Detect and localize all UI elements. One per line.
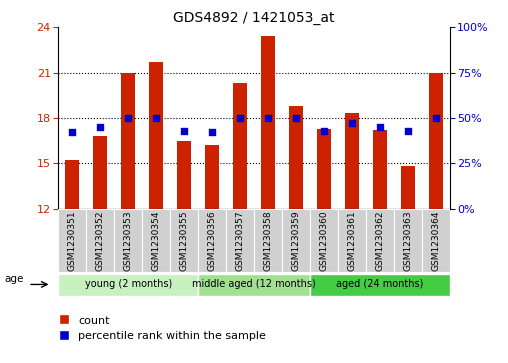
Text: age: age <box>5 274 24 284</box>
Bar <box>198 209 226 272</box>
Point <box>320 128 328 134</box>
Bar <box>66 160 79 209</box>
Bar <box>177 140 191 209</box>
Bar <box>93 136 107 209</box>
Text: GSM1230352: GSM1230352 <box>96 211 105 271</box>
Point <box>375 124 384 130</box>
Bar <box>86 209 114 272</box>
Point <box>264 115 272 121</box>
Text: GSM1230358: GSM1230358 <box>264 211 272 271</box>
Title: GDS4892 / 1421053_at: GDS4892 / 1421053_at <box>173 11 335 25</box>
Bar <box>401 166 415 209</box>
Bar <box>394 209 422 272</box>
Bar <box>373 130 387 209</box>
Bar <box>261 36 275 209</box>
Bar <box>58 209 86 272</box>
Bar <box>317 129 331 209</box>
Point <box>403 128 411 134</box>
Text: GSM1230359: GSM1230359 <box>292 211 300 271</box>
Bar <box>205 145 219 209</box>
Point <box>152 115 160 121</box>
Bar <box>429 73 442 209</box>
Text: GSM1230360: GSM1230360 <box>320 211 328 271</box>
Text: middle aged (12 months): middle aged (12 months) <box>192 280 316 289</box>
Bar <box>338 209 366 272</box>
Point <box>236 115 244 121</box>
Point <box>347 121 356 126</box>
Text: GSM1230351: GSM1230351 <box>68 211 77 271</box>
Bar <box>149 62 163 209</box>
Text: GSM1230362: GSM1230362 <box>375 211 384 271</box>
Point <box>68 130 76 135</box>
Bar <box>58 274 198 296</box>
Text: GSM1230355: GSM1230355 <box>180 211 188 271</box>
Bar <box>422 209 450 272</box>
Text: GSM1230353: GSM1230353 <box>124 211 133 271</box>
Bar <box>254 209 282 272</box>
Point <box>180 128 188 134</box>
Bar <box>114 209 142 272</box>
Bar <box>233 83 247 209</box>
Bar <box>289 106 303 209</box>
Point <box>431 115 439 121</box>
Text: GSM1230363: GSM1230363 <box>403 211 412 271</box>
Text: aged (24 months): aged (24 months) <box>336 280 423 289</box>
Bar <box>310 274 450 296</box>
Legend: count, percentile rank within the sample: count, percentile rank within the sample <box>54 310 271 345</box>
Point <box>124 115 132 121</box>
Text: GSM1230354: GSM1230354 <box>152 211 161 271</box>
Bar <box>121 73 135 209</box>
Bar <box>226 209 254 272</box>
Point <box>292 115 300 121</box>
Text: young (2 months): young (2 months) <box>85 280 172 289</box>
Bar <box>366 209 394 272</box>
Text: GSM1230364: GSM1230364 <box>431 211 440 271</box>
Bar <box>198 274 310 296</box>
Bar <box>282 209 310 272</box>
Text: GSM1230356: GSM1230356 <box>208 211 216 271</box>
Point <box>208 130 216 135</box>
Bar <box>345 113 359 209</box>
Bar <box>310 209 338 272</box>
Text: GSM1230357: GSM1230357 <box>236 211 244 271</box>
Point <box>96 124 104 130</box>
Text: GSM1230361: GSM1230361 <box>347 211 356 271</box>
Bar <box>170 209 198 272</box>
Bar <box>142 209 170 272</box>
